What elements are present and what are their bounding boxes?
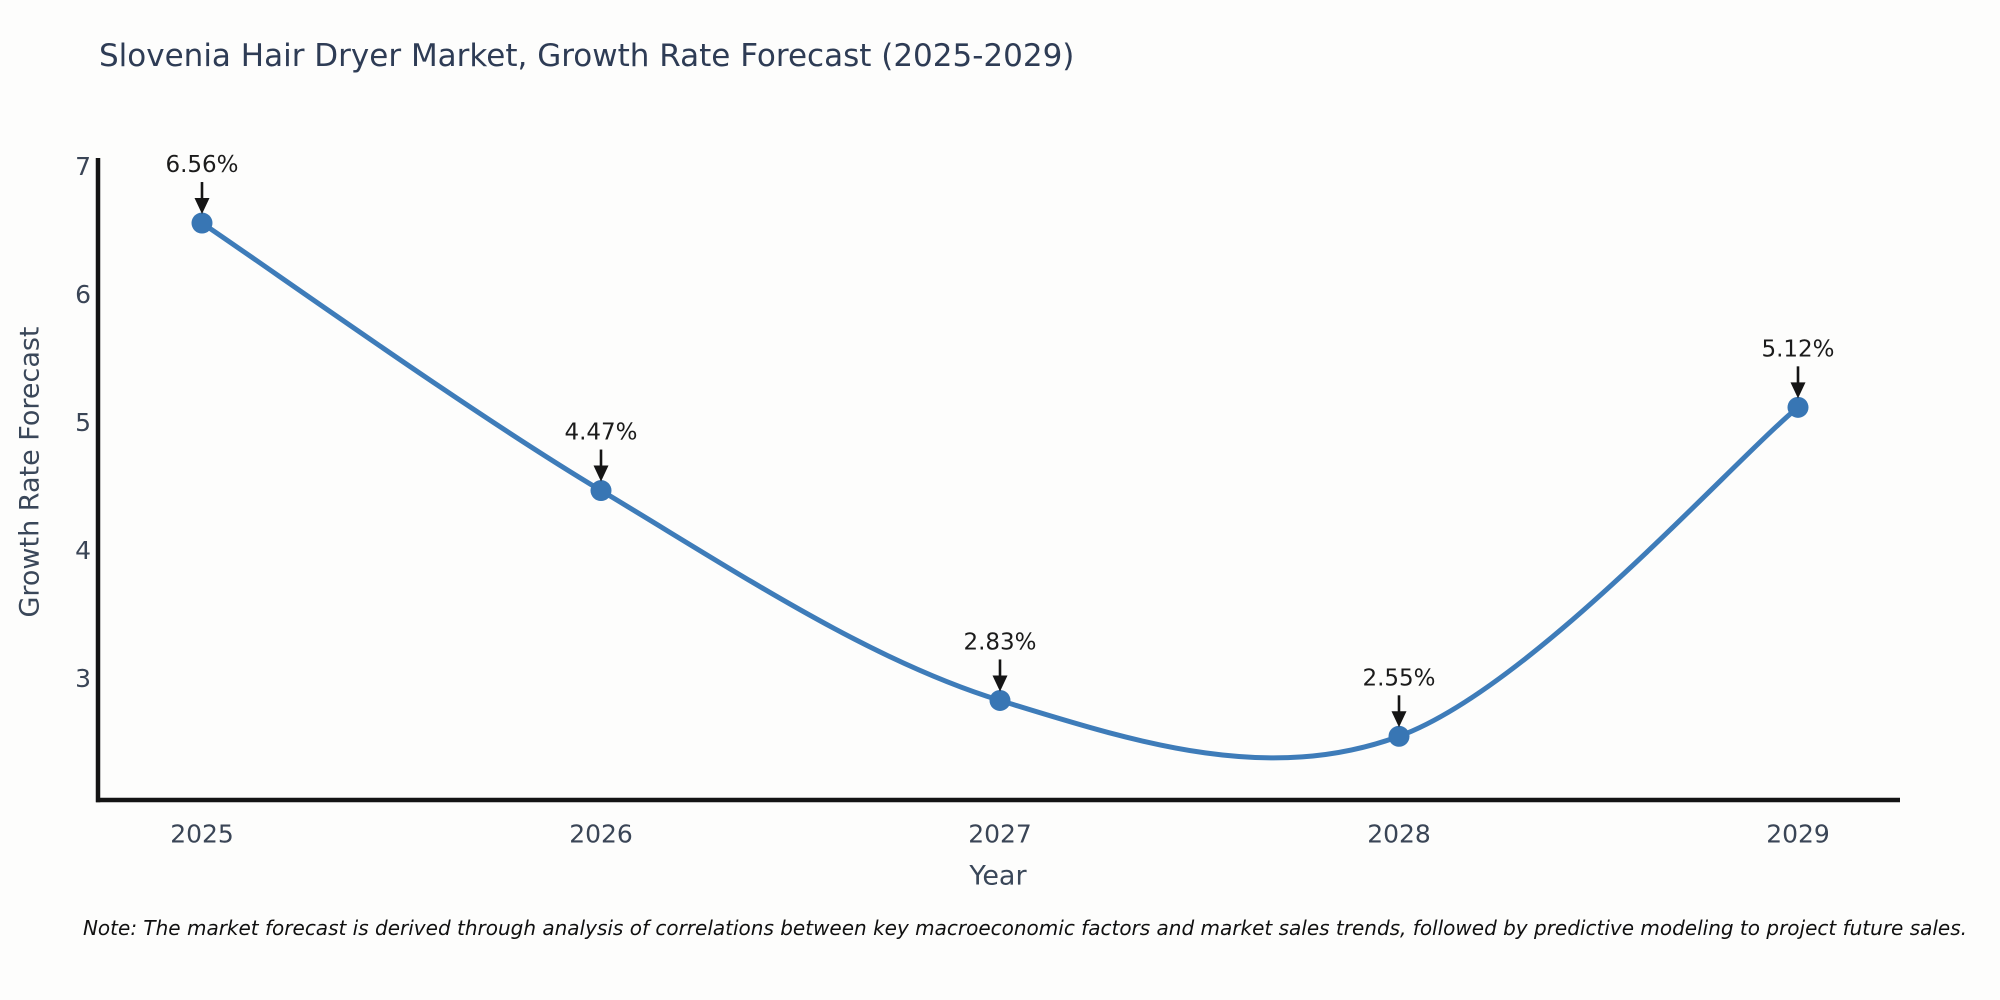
- annotation-label: 2.55%: [1362, 665, 1435, 691]
- data-point-2029: [1787, 396, 1809, 418]
- annotation-arrow-head: [1790, 382, 1806, 399]
- data-point-2028: [1388, 725, 1410, 747]
- footnote: Note: The market forecast is derived thr…: [82, 916, 1968, 940]
- annotation-arrow-head: [992, 675, 1008, 692]
- annotation-label: 4.47%: [564, 420, 637, 446]
- annotation-label: 2.83%: [963, 629, 1036, 655]
- chart-title: Slovenia Hair Dryer Market, Growth Rate …: [99, 38, 1075, 74]
- y-tick-label: 3: [75, 664, 91, 693]
- annotation-label: 5.12%: [1761, 336, 1834, 362]
- x-axis-label: Year: [969, 860, 1027, 892]
- annotation-arrow-head: [593, 465, 609, 482]
- y-tick-label: 7: [75, 152, 91, 181]
- y-tick-label: 4: [75, 536, 91, 565]
- data-point-2026: [590, 480, 612, 502]
- annotation-arrow-head: [194, 198, 210, 215]
- data-point-2027: [989, 689, 1011, 711]
- annotation-label: 6.56%: [165, 152, 238, 178]
- x-tick-label: 2026: [569, 819, 633, 848]
- data-point-2025: [191, 212, 213, 234]
- y-tick-label: 5: [75, 408, 91, 437]
- x-tick-label: 2027: [968, 819, 1032, 848]
- x-tick-label: 2028: [1367, 819, 1431, 848]
- y-tick-label: 6: [75, 280, 91, 309]
- annotation-arrow-head: [1391, 711, 1407, 728]
- x-tick-label: 2029: [1766, 819, 1830, 848]
- x-tick-label: 2025: [170, 819, 234, 848]
